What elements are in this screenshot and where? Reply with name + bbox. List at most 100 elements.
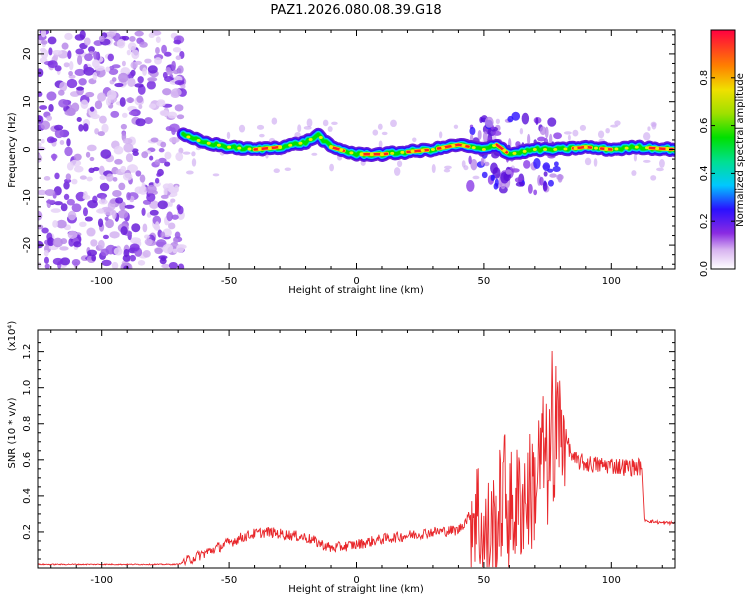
- noise-blob: [145, 184, 157, 194]
- noise-blob: [148, 103, 157, 109]
- noise-blob: [122, 254, 131, 262]
- noise-blob: [481, 171, 488, 179]
- noise-speckle: [38, 30, 666, 269]
- ridge-dot: [410, 149, 415, 153]
- noise-blob: [170, 198, 176, 203]
- ridge-dot: [247, 147, 252, 151]
- noise-blob: [182, 151, 191, 155]
- noise-blob: [169, 137, 180, 144]
- noise-blob: [63, 181, 70, 190]
- noise-blob: [238, 124, 246, 133]
- noise-blob: [47, 36, 57, 45]
- noise-blob: [331, 121, 338, 126]
- noise-blob: [168, 261, 178, 269]
- noise-blob: [259, 133, 265, 138]
- noise-blob: [503, 172, 511, 182]
- noise-blob: [177, 263, 185, 269]
- noise-blob: [38, 210, 43, 221]
- noise-blob: [542, 181, 548, 192]
- noise-blob: [93, 51, 98, 60]
- noise-blob: [144, 117, 153, 125]
- noise-blob: [97, 208, 104, 214]
- noise-blob: [154, 177, 160, 184]
- snr-series-line: [38, 350, 675, 568]
- noise-blob: [79, 175, 87, 180]
- y-tick-label: 1.0: [22, 380, 33, 396]
- snr-x-axis-label: Height of straight line (km): [288, 584, 424, 595]
- ridge-dot: [553, 148, 558, 151]
- noise-blob: [535, 117, 539, 126]
- noise-blob: [86, 144, 97, 152]
- noise-blob: [131, 49, 140, 60]
- noise-blob: [548, 133, 553, 145]
- noise-blob: [69, 60, 74, 71]
- noise-blob: [90, 113, 100, 120]
- noise-blob: [480, 157, 485, 167]
- noise-blob: [597, 130, 605, 139]
- noise-blob: [650, 121, 657, 127]
- noise-blob: [160, 141, 167, 148]
- noise-blob: [311, 152, 318, 156]
- noise-blob: [73, 165, 84, 173]
- ridge-dot: [481, 148, 486, 151]
- noise-blob: [149, 209, 159, 216]
- noise-blob: [121, 35, 130, 41]
- noise-blob: [112, 176, 118, 182]
- noise-blob: [444, 165, 452, 170]
- ridge-dot: [461, 144, 466, 148]
- noise-blob: [111, 261, 119, 269]
- x-tick-label: -100: [90, 575, 113, 586]
- noise-blob: [40, 138, 45, 144]
- noise-blob: [226, 131, 231, 140]
- noise-blob: [91, 254, 97, 262]
- noise-blob: [105, 244, 117, 255]
- noise-blob: [43, 256, 49, 264]
- noise-blob: [107, 53, 114, 62]
- ridge-dot: [532, 148, 537, 151]
- noise-blob: [46, 91, 57, 101]
- noise-blob: [110, 199, 117, 204]
- ridge-dot: [604, 147, 609, 151]
- noise-blob: [52, 49, 63, 55]
- noise-blob: [130, 61, 138, 69]
- noise-blob: [144, 58, 152, 64]
- noise-blob: [650, 175, 657, 181]
- noise-blob: [166, 211, 173, 222]
- noise-blob: [91, 59, 100, 68]
- noise-blob: [156, 100, 166, 107]
- ridge-dot: [644, 146, 649, 150]
- colorbar-tick-label: 0.8: [699, 70, 710, 86]
- noise-blob: [141, 207, 146, 216]
- noise-blob: [327, 126, 333, 132]
- noise-blob: [120, 123, 127, 130]
- noise-blob: [153, 181, 161, 187]
- noise-blob: [322, 119, 329, 127]
- x-tick-label: -100: [90, 276, 113, 287]
- noise-blob: [39, 47, 46, 53]
- noise-blob: [123, 143, 134, 153]
- noise-blob: [511, 111, 521, 121]
- noise-blob: [114, 158, 123, 165]
- noise-blob: [468, 155, 472, 165]
- noise-blob: [79, 30, 86, 40]
- noise-blob: [64, 32, 73, 41]
- noise-blob: [303, 125, 312, 130]
- noise-blob: [105, 218, 114, 229]
- noise-blob: [539, 176, 544, 186]
- ridge-dot: [288, 143, 293, 147]
- noise-blob: [108, 68, 119, 75]
- y-tick-label: 0.2: [22, 524, 33, 540]
- colorbar-tick-label: 0.0: [699, 261, 710, 277]
- noise-blob: [101, 123, 109, 133]
- noise-blob: [461, 160, 466, 168]
- colorbar-tick-label: 0.4: [699, 165, 710, 181]
- x-tick-label: -50: [221, 276, 237, 287]
- noise-blob: [114, 82, 124, 88]
- noise-blob: [127, 42, 137, 51]
- noise-blob: [78, 124, 84, 132]
- noise-blob: [505, 169, 512, 175]
- noise-blob: [56, 219, 67, 229]
- noise-blob: [142, 223, 148, 233]
- noise-blob: [162, 71, 168, 79]
